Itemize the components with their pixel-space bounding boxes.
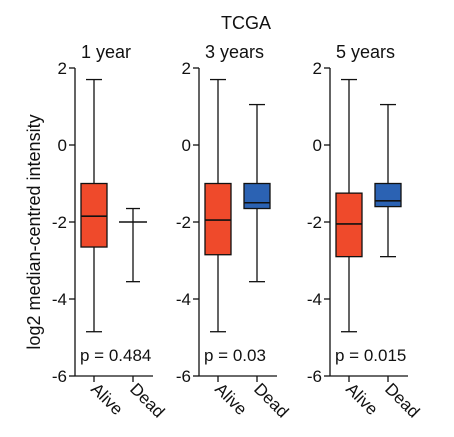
- panel-title: 3 years: [205, 42, 264, 62]
- x-tick-label-alive: Alive: [342, 379, 381, 418]
- box-body: [335, 192, 363, 258]
- box-dead: [119, 207, 147, 283]
- y-tick-label: -2: [176, 213, 191, 232]
- box-body: [80, 182, 108, 248]
- y-axis-label: log2 median-centred intensity: [24, 114, 44, 349]
- y-tick-label: -6: [307, 367, 322, 386]
- box-alive: [335, 78, 363, 333]
- y-tick-label: -6: [176, 367, 191, 386]
- p-value-label: p = 0.03: [204, 346, 266, 365]
- p-value-label: p = 0.015: [335, 346, 406, 365]
- box-body: [243, 182, 271, 210]
- y-tick-label: 2: [182, 59, 191, 78]
- panel-3: 2 0 -2 -4 -6 5 years Alive Dead p = 0.015: [307, 42, 423, 422]
- panel-1: 2 0 -2 -4 -6 1 year Alive Dead p = 0.484: [52, 42, 168, 422]
- y-tick-label: 0: [58, 136, 67, 155]
- box-dead: [243, 103, 271, 283]
- x-tick-label-dead: Dead: [126, 379, 168, 421]
- x-tick-label-alive: Alive: [87, 379, 126, 418]
- y-tick-label: -4: [52, 290, 67, 309]
- y-tick-label: -4: [176, 290, 191, 309]
- panel-title: 5 years: [336, 42, 395, 62]
- box-body: [374, 182, 402, 208]
- box-body: [204, 182, 232, 256]
- y-tick-label: -4: [307, 290, 322, 309]
- y-tick-label: -2: [52, 213, 67, 232]
- x-tick-label-dead: Dead: [381, 379, 423, 421]
- box-alive: [204, 78, 232, 333]
- panel-title: 1 year: [81, 42, 131, 62]
- y-tick-label: -2: [307, 213, 322, 232]
- figure-suptitle: TCGA: [221, 13, 271, 33]
- y-tick-label: 2: [313, 59, 322, 78]
- x-tick-label-dead: Dead: [250, 379, 292, 421]
- x-tick-label-alive: Alive: [211, 379, 250, 418]
- box-dead: [374, 103, 402, 258]
- p-value-label: p = 0.484: [80, 346, 151, 365]
- y-tick-label: 2: [58, 59, 67, 78]
- box-alive: [80, 78, 108, 333]
- y-tick-label: 0: [182, 136, 191, 155]
- panel-2: 2 0 -2 -4 -6 3 years Alive Dead p = 0.03: [176, 42, 292, 422]
- y-tick-label: -6: [52, 367, 67, 386]
- y-tick-label: 0: [313, 136, 322, 155]
